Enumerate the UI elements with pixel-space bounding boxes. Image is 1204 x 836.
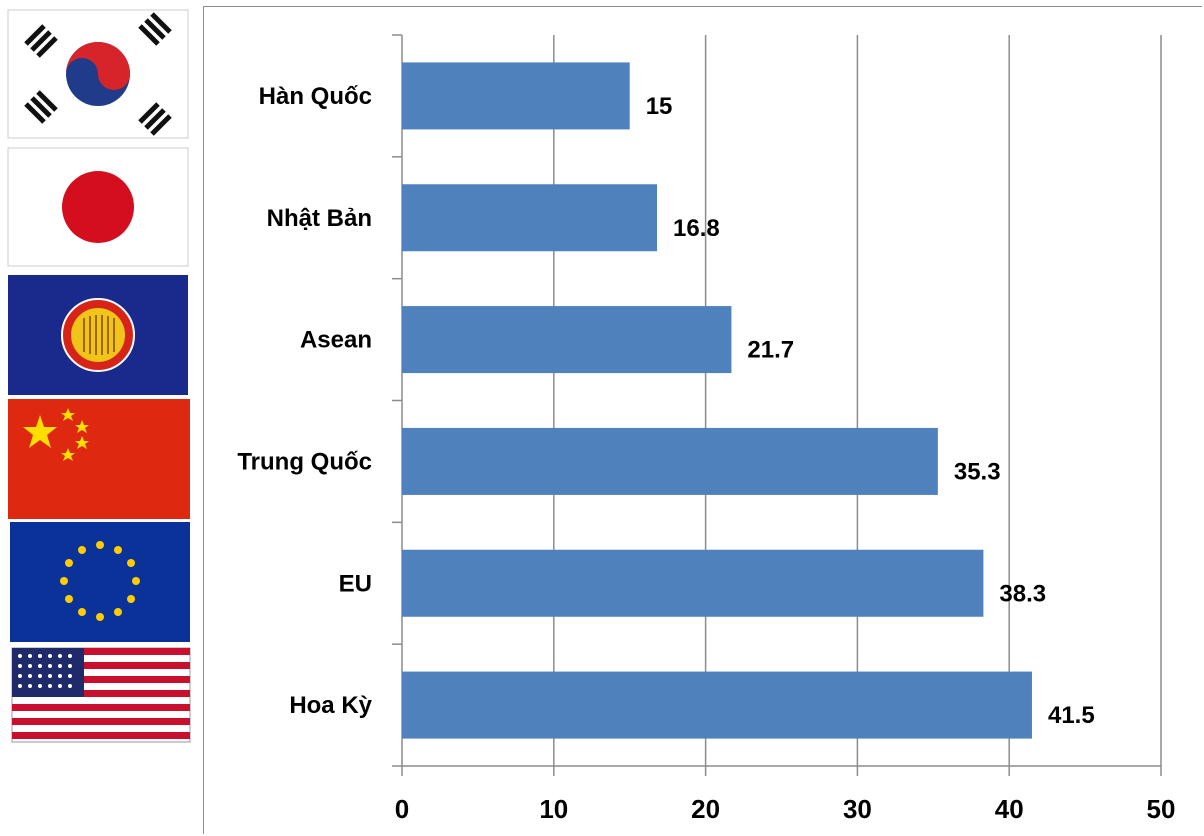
gridlines: [553, 35, 1162, 766]
x-tick-label: 10: [539, 794, 568, 824]
data-label: 15: [646, 93, 673, 120]
china-flag-icon: [8, 399, 190, 519]
category-label: Hàn Quốc: [259, 83, 372, 110]
category-label: Asean: [300, 327, 372, 354]
x-tick-label: 20: [691, 794, 720, 824]
data-label: 16.8: [673, 215, 720, 242]
data-label: 21.7: [747, 337, 794, 364]
flags-column: [7, 9, 191, 743]
category-label: Trung Quốc: [237, 448, 372, 475]
category-label: Nhật Bản: [267, 205, 372, 232]
usa-flag-icon: [11, 647, 191, 743]
category-label: Hoa Kỳ: [289, 692, 372, 719]
x-tick-label: 50: [1147, 794, 1176, 824]
data-label: 35.3: [954, 458, 1001, 485]
x-tick-label: 0: [395, 794, 409, 824]
asean-flag-icon: [8, 275, 188, 395]
bar: [402, 549, 984, 617]
japan-flag-icon: [7, 147, 189, 267]
axes: [392, 34, 1162, 776]
south-korea-flag-icon: [7, 9, 189, 139]
category-label: EU: [339, 570, 372, 597]
chart-frame: [203, 6, 1202, 834]
bar: [402, 184, 658, 252]
data-label: 38.3: [999, 580, 1046, 607]
eu-flag-icon: [10, 522, 190, 642]
bar: [402, 306, 732, 374]
bar: [402, 62, 630, 130]
bar: [402, 671, 1032, 739]
x-tick-label: 40: [995, 794, 1024, 824]
x-tick-label: 30: [843, 794, 872, 824]
data-label: 41.5: [1048, 702, 1095, 729]
bars: [402, 62, 1032, 739]
bar: [402, 427, 938, 495]
labels: 0 10 20 30 40 50 Hàn Quốc 15 Nhật Bản 16.8 Asean 21…: [237, 83, 1175, 824]
